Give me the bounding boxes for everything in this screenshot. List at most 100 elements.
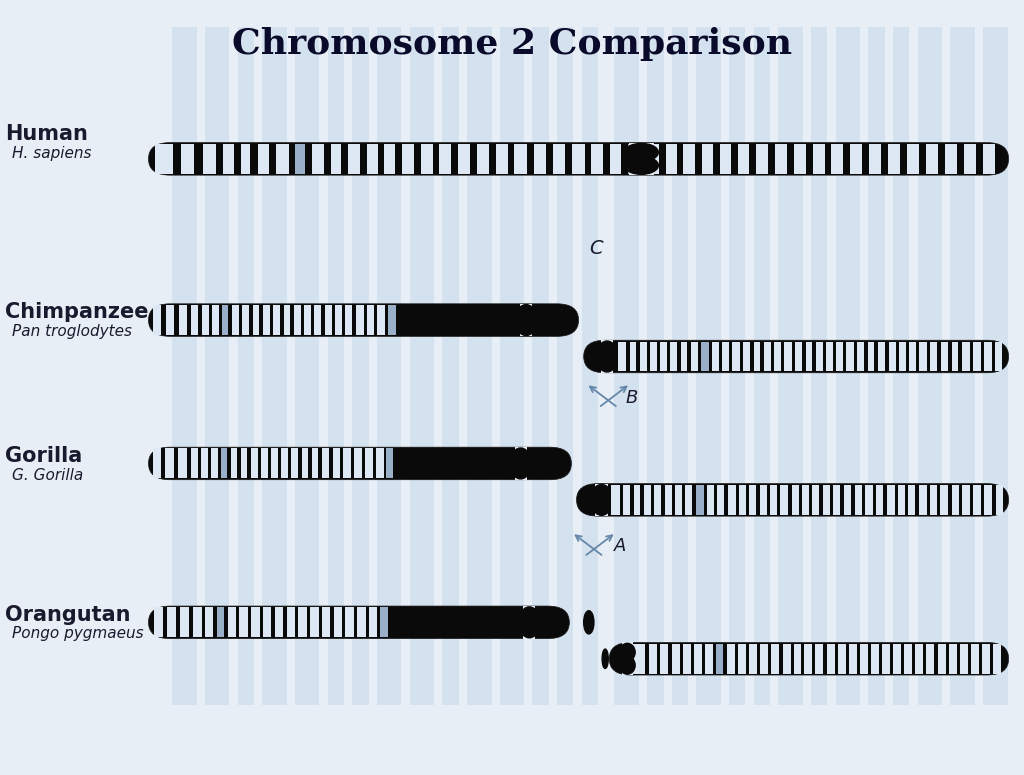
Bar [945,144,957,174]
Bar [774,342,781,371]
Bar [388,305,395,335]
Bar [167,608,176,637]
FancyBboxPatch shape [609,642,1009,675]
Bar [322,608,331,637]
Ellipse shape [517,305,535,322]
Bar [178,449,186,478]
Bar [738,644,745,673]
Bar [304,305,311,335]
Bar [191,305,199,335]
Bar [770,485,777,515]
Ellipse shape [512,448,529,466]
Bar [386,449,393,478]
Bar [948,644,956,673]
Text: $\mathit{B}$: $\mathit{B}$ [626,388,638,407]
Bar [889,342,896,371]
Text: Chimpanzee: Chimpanzee [5,302,148,322]
Bar [804,644,812,673]
Bar [707,485,714,515]
Bar [442,27,459,705]
Bar [930,485,937,515]
Bar [760,485,767,515]
Bar [665,485,672,515]
Bar [367,144,378,174]
Bar [984,342,991,371]
Bar [971,644,979,673]
Bar [240,608,248,637]
Bar [754,27,770,705]
Bar [749,644,757,673]
Bar [739,485,745,515]
Text: Human: Human [5,124,88,144]
Bar [205,27,229,705]
Ellipse shape [599,354,615,372]
Bar [292,449,298,478]
Bar [760,644,768,673]
Bar [756,144,768,174]
Bar [940,485,948,515]
Bar [343,449,350,478]
Bar [717,644,724,673]
Text: H. sapiens: H. sapiens [12,146,92,161]
Text: Pongo pygmaeus: Pongo pygmaeus [12,626,144,642]
Bar [640,342,646,371]
Bar [938,644,945,673]
Bar [737,144,749,174]
Bar [732,342,740,371]
Bar [312,144,324,174]
Bar [712,342,719,371]
Bar [784,342,792,371]
Bar [982,644,990,673]
Bar [377,305,385,335]
Bar [722,342,729,371]
Text: $\mathit{C}$: $\mathit{C}$ [589,239,605,257]
Bar [500,27,524,705]
Bar [973,485,981,515]
Bar [532,27,549,705]
Bar [156,144,173,174]
Bar [294,305,301,335]
Bar [849,644,857,673]
Bar [376,449,384,478]
Bar [995,342,1001,371]
Bar [973,342,981,371]
Bar [850,144,862,174]
Bar [514,447,526,480]
Bar [262,27,287,705]
Ellipse shape [584,611,594,634]
Bar [918,27,942,705]
Text: Orangutan: Orangutan [5,604,131,625]
Bar [660,342,667,371]
Bar [962,485,970,515]
Bar [242,144,250,174]
Bar [205,608,213,637]
Bar [706,644,713,673]
Bar [477,144,489,174]
Bar [496,144,508,174]
Bar [868,27,885,705]
Bar [582,27,598,705]
Bar [458,144,470,174]
Bar [691,342,697,371]
Bar [258,144,269,174]
Bar [694,644,701,673]
Bar [780,485,788,515]
FancyBboxPatch shape [148,304,579,336]
Bar [611,485,620,515]
Bar [369,608,377,637]
Ellipse shape [593,498,610,515]
Bar [614,27,639,705]
Bar [836,27,860,705]
Bar [211,449,218,478]
Bar [683,144,694,174]
Bar [907,144,920,174]
Text: Gorilla: Gorilla [5,446,82,466]
Bar [951,342,958,371]
Bar [672,27,688,705]
Bar [629,143,653,175]
Bar [514,144,527,174]
Bar [764,342,771,371]
Bar [878,342,886,371]
Bar [812,485,819,515]
Bar [310,608,318,637]
